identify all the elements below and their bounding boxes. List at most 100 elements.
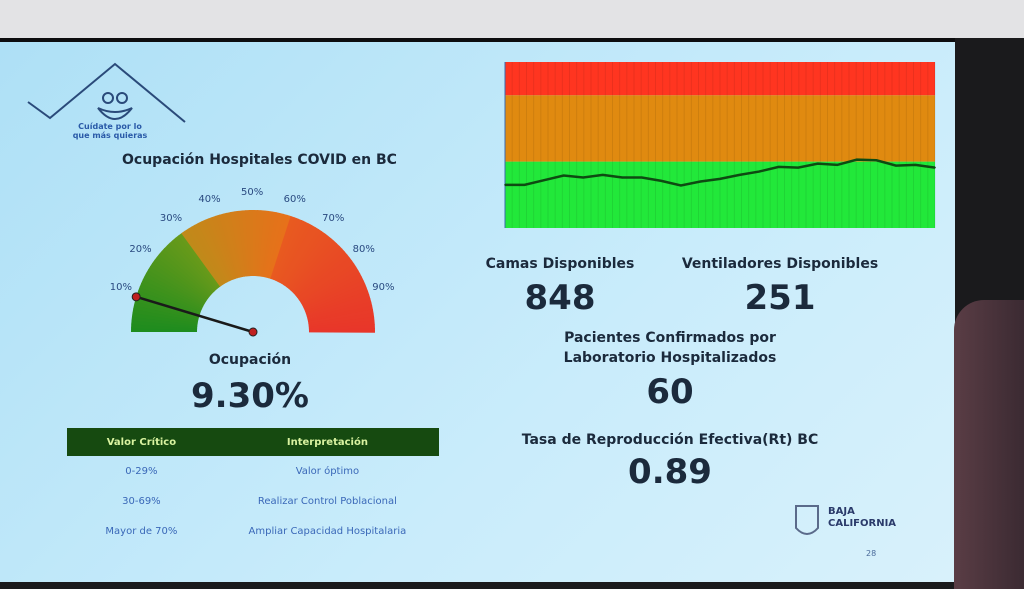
ventiladores-label: Ventiladores Disponibles (681, 256, 879, 272)
gauge-segment (204, 218, 233, 281)
gauge-segment (298, 260, 355, 301)
gauge-segment (307, 305, 373, 322)
gauge-segment (138, 286, 202, 314)
gauge-segment (285, 233, 329, 288)
gauge-segment (241, 210, 250, 277)
table-row: 0-29% Valor óptimo (67, 456, 439, 486)
logo-icon (27, 62, 186, 123)
rt-data-point (777, 166, 780, 168)
rt-data-point (914, 164, 917, 166)
rt-data-point (816, 162, 819, 165)
gauge-segment (249, 210, 254, 277)
gauge-segment (297, 257, 353, 300)
gauge-segment (184, 228, 224, 286)
rt-data-point (523, 184, 526, 186)
gauge-segment (169, 239, 217, 292)
pacientes-label-2: Laboratorio Hospitalizados (563, 350, 777, 366)
gauge-segment (154, 256, 209, 300)
gauge-segment (306, 294, 371, 317)
gauge-segment (142, 275, 204, 309)
gauge-segment (295, 251, 348, 297)
table-row: Mayor de 70% Ampliar Capacidad Hospitalar… (67, 516, 439, 546)
gauge-segment (208, 216, 235, 280)
gauge-segment (190, 224, 227, 284)
ventiladores-value: 251 (744, 278, 816, 318)
gauge-segment (156, 253, 211, 298)
pacientes-value: 60 (646, 372, 694, 412)
gauge-segment (303, 280, 366, 311)
gauge-segment (307, 301, 373, 321)
gauge-segment (281, 226, 320, 285)
gauge-segment (164, 245, 214, 294)
gauge-segment (302, 273, 363, 307)
gauge-segment (284, 231, 326, 287)
gauge-segment (218, 213, 240, 279)
gauge-segment (194, 222, 228, 283)
gauge-segment (237, 210, 249, 277)
table-cell: Mayor de 70% (105, 525, 178, 537)
camas-value: 848 (524, 278, 596, 318)
rt-data-point (641, 176, 643, 179)
gauge-segment (265, 212, 285, 278)
gauge-tick-label: 90% (372, 282, 395, 294)
gauge-segment (178, 232, 221, 288)
gauge-segment (273, 218, 303, 281)
gauge-segment (136, 289, 201, 315)
rt-data-point (680, 184, 682, 187)
presentation-screen: Cuídate por lo que más quieras Ocupación… (0, 38, 955, 582)
gauge-segment (270, 215, 296, 280)
gauge-segment (296, 254, 350, 298)
gauge-segment (305, 287, 369, 314)
gauge-segment (306, 297, 372, 319)
gauge-segment (226, 212, 243, 278)
gauge-tick-label: 60% (283, 193, 306, 205)
gauge-segment (139, 282, 202, 312)
baja-california-seal-icon (795, 505, 819, 535)
gauge-tick-label: 20% (129, 243, 152, 255)
gauge-segment (305, 290, 370, 316)
gauge-needle-pivot (131, 292, 141, 302)
gauge-segment (144, 272, 205, 307)
table-cell: 30-69% (122, 495, 161, 507)
gauge-segment (293, 248, 346, 296)
rt-label: Tasa de Reproducción Efectiva(Rt) BC (521, 432, 819, 448)
gauge-value: 9.30% (191, 376, 309, 416)
gauge-segment (288, 237, 335, 291)
gauge-tick-label: 30% (159, 213, 183, 225)
rt-data-point (582, 176, 584, 179)
table-header: Valor Crítico (67, 428, 216, 456)
rt-data-point (758, 170, 760, 173)
page-number: 28 (866, 549, 877, 558)
gauge-tick-label: 50% (241, 187, 264, 198)
rt-data-point (719, 178, 721, 180)
gauge-segment (308, 312, 375, 326)
gauge-segment (299, 263, 357, 303)
gauge-segment (152, 259, 208, 301)
gauge-segment (302, 276, 364, 309)
gauge-tick-label: 40% (198, 193, 221, 205)
table-cell: Realizar Control Poblacional (257, 495, 397, 507)
rt-data-point (836, 164, 839, 166)
gauge-segment (147, 265, 206, 304)
gauge-segment (187, 226, 225, 285)
gauge-segment (300, 266, 359, 304)
gauge-segment (275, 220, 306, 282)
rt-value: 0.89 (628, 452, 712, 492)
rt-data-point (738, 174, 741, 176)
presenter (954, 300, 1024, 589)
gauge-segment (211, 215, 237, 280)
rt-data-point (543, 179, 545, 181)
gauge-segment (308, 328, 375, 333)
gauge-tick-label: 10% (109, 282, 132, 294)
gauge-segment (271, 217, 299, 281)
gauge-segment (308, 320, 375, 329)
table-cell: Ampliar Capacidad Hospitalaria (248, 525, 407, 537)
rt-data-point (895, 164, 897, 167)
gauge-segment (181, 230, 222, 287)
brand-name-1: BAJA (828, 506, 855, 517)
gauge-segment (266, 213, 288, 279)
gauge-segment (278, 223, 313, 284)
background-wall (0, 0, 1024, 38)
gauge-segment (197, 221, 230, 283)
gauge-chart (131, 210, 375, 337)
